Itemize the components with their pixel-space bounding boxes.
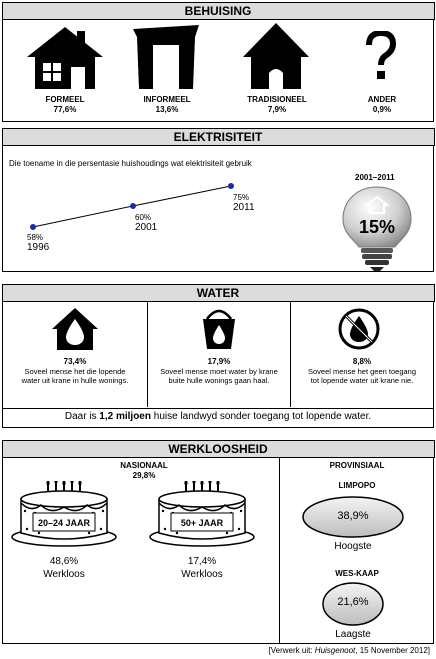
water-title: WATER: [1, 283, 435, 302]
housing-value: 13,6%: [155, 105, 179, 114]
housing-value: 7,9%: [267, 105, 287, 114]
cake-label: 50+ JAAR: [180, 518, 224, 528]
province-pct: 21,6%: [337, 596, 369, 608]
housing-item: FORMEEL 77,6%: [13, 95, 117, 115]
housing-item: TRADISIONEEL 7,9%: [225, 95, 329, 115]
national-label: NASIONAAL: [120, 461, 168, 470]
water-pct: 17,9%: [207, 357, 231, 366]
unemployment-panel: WERKLOOSHEID NASIONAAL 29,8%: [1, 439, 435, 644]
point-pct: 60%: [135, 213, 152, 222]
water-text: Soveel mense het geen toegang tot lopend…: [308, 367, 416, 385]
source-italic: Huisgenoot: [314, 646, 356, 655]
cake-caption-text: Werkloos: [181, 569, 223, 580]
point-pct: 58%: [27, 233, 44, 242]
water-text: Soveel mense het die lopende water uit k…: [21, 367, 129, 385]
divider: [290, 301, 291, 407]
electricity-point: [130, 203, 136, 209]
national-value: 29,8%: [132, 471, 156, 480]
water-footer-bold: 1,2 miljoen: [99, 411, 151, 422]
province-ellipse: [321, 581, 385, 627]
housing-item: INFORMEEL 13,6%: [117, 95, 217, 115]
electricity-point-label: 60% 2001: [135, 213, 157, 233]
electricity-point: [228, 183, 234, 189]
housing-label: FORMEEL: [45, 95, 85, 104]
house-icon: [25, 25, 105, 91]
water-bucket-icon: [201, 305, 237, 351]
province-name: WES-KAAP: [335, 569, 379, 578]
housing-label: ANDER: [367, 95, 397, 104]
water-house-icon: [51, 307, 99, 351]
water-item: 73,4% Soveel mense het die lopende water…: [7, 357, 143, 385]
housing-value: 0,9%: [372, 105, 392, 114]
housing-panel: BEHUISING FORMEEL 77,6%: [1, 1, 435, 122]
electricity-subtitle: Die toename in die persentasie huishoudi…: [9, 159, 252, 168]
province-pct: 38,9%: [337, 510, 369, 522]
cake-pct: 17,4%: [187, 556, 217, 567]
water-footer-text: Daar is: [64, 411, 100, 422]
cake-label: 20–24 JAAR: [37, 518, 91, 528]
province-caption: Laagste: [335, 629, 371, 640]
divider: [147, 301, 148, 407]
electricity-point-label: 58% 1996: [27, 233, 49, 253]
water-item: 8,8% Soveel mense het geen toegang tot l…: [293, 357, 431, 385]
lightbulb-icon: [339, 185, 415, 271]
source-citation: [Verwerk uit: Huisgenoot, 15 November 20…: [269, 646, 430, 655]
no-water-icon: [337, 307, 381, 351]
housing-value: 77,6%: [53, 105, 77, 114]
housing-item: ANDER 0,9%: [337, 95, 427, 115]
question-icon: [361, 31, 401, 81]
housing-label: TRADISIONEEL: [247, 95, 307, 104]
province-ellipse: [301, 495, 405, 539]
unemployment-title: WERKLOOSHEID: [1, 439, 435, 458]
electricity-panel: ELEKTRISITEIT Die toename in die persent…: [1, 127, 435, 272]
cake-pct: 48,6%: [49, 556, 79, 567]
province-caption: Hoogste: [334, 541, 372, 552]
provincial-label: PROVINSIAAL: [329, 461, 385, 470]
water-pct: 8,8%: [352, 357, 372, 366]
cake-icon: [147, 481, 257, 547]
source-text: , 15 November 2012]: [355, 646, 430, 655]
point-pct: 75%: [233, 193, 250, 202]
housing-label: INFORMEEL: [143, 95, 191, 104]
water-item: 17,9% Soveel mense moet water by krane b…: [149, 357, 289, 385]
cake-caption: 48,6% Werkloos: [9, 555, 119, 581]
water-panel: WATER 73,4% Soveel mense het die lopende…: [1, 283, 435, 428]
national-block: NASIONAAL 29,8%: [99, 461, 189, 481]
electricity-point: [30, 224, 36, 230]
cake-caption: 17,4% Werkloos: [147, 555, 257, 581]
divider: [279, 457, 280, 643]
bulb-period: 2001–2011: [355, 173, 395, 182]
water-pct: 73,4%: [63, 357, 87, 366]
shack-icon: [131, 25, 201, 91]
electricity-line-chart: [30, 183, 234, 230]
divider: [3, 408, 433, 409]
housing-title: BEHUISING: [1, 1, 435, 20]
cake-icon: [9, 481, 119, 547]
water-text: Soveel mense moet water by krane buite h…: [160, 367, 278, 385]
cake-caption-text: Werkloos: [43, 569, 85, 580]
bulb-value: 15%: [358, 217, 396, 237]
hut-icon: [241, 23, 311, 91]
point-year: 1996: [27, 242, 50, 253]
province-name: LIMPOPO: [338, 481, 376, 490]
source-text: [Verwerk uit:: [268, 646, 315, 655]
point-year: 2011: [233, 202, 255, 213]
electricity-title: ELEKTRISITEIT: [1, 127, 435, 146]
water-footer: Daar is 1,2 miljoen huise landwyd sonder…: [3, 411, 433, 422]
water-footer-text: huise landwyd sonder toegang tot lopende…: [150, 411, 372, 422]
point-year: 2001: [135, 222, 158, 233]
electricity-point-label: 75% 2011: [233, 193, 255, 213]
